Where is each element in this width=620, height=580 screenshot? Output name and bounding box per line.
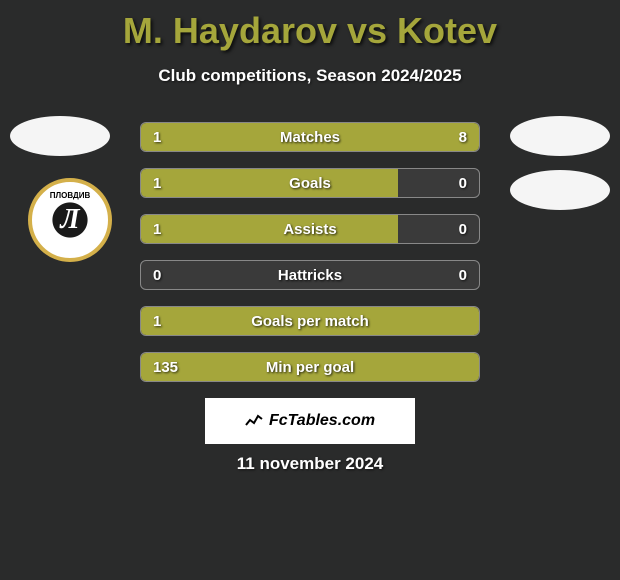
stat-label: Min per goal [141,353,479,381]
comparison-subtitle: Club competitions, Season 2024/2025 [0,66,620,86]
stat-label: Goals per match [141,307,479,335]
comparison-title: M. Haydarov vs Kotev [0,0,620,52]
stat-row: 10Assists [140,214,480,244]
player-right-club-avatar [510,170,610,210]
chart-icon [245,413,263,430]
stat-label: Hattricks [141,261,479,289]
stat-label: Assists [141,215,479,243]
credit-text: FcTables.com [269,412,375,430]
stat-row: 18Matches [140,122,480,152]
stat-label: Matches [141,123,479,151]
stat-row: 1Goals per match [140,306,480,336]
player-left-avatar [10,116,110,156]
badge-letter: Л [60,204,79,236]
credit-box[interactable]: FcTables.com [205,398,415,444]
badge-top-text: ПЛОВДИВ [35,191,105,200]
stats-chart: 18Matches 10Goals 10Assists 00Hattricks 1Goa… [140,122,480,398]
stat-label: Goals [141,169,479,197]
snapshot-date: 11 november 2024 [0,454,620,474]
stat-row: 135Min per goal [140,352,480,382]
stat-row: 00Hattricks [140,260,480,290]
club-badge-left: ПЛОВДИВ Л [28,178,112,262]
player-right-avatar [510,116,610,156]
stat-row: 10Goals [140,168,480,198]
